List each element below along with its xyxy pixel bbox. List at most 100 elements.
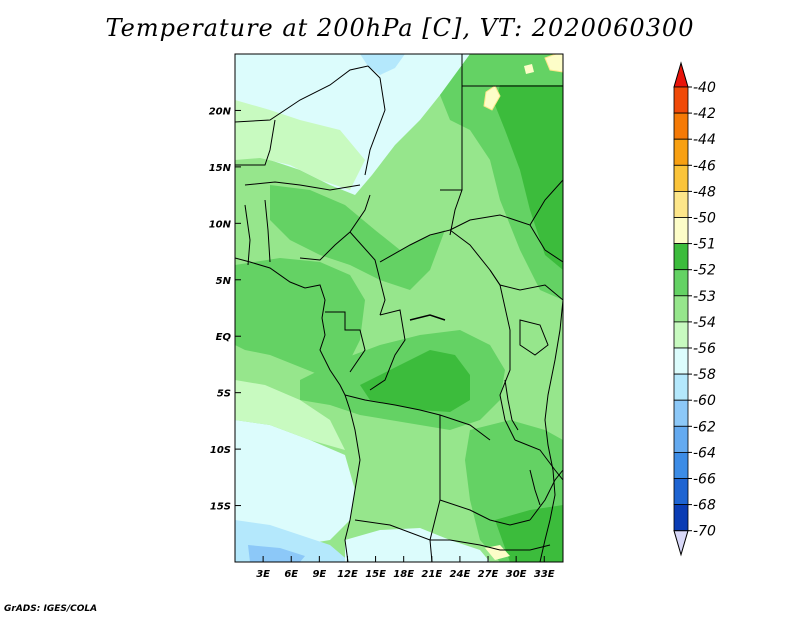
field-yellow-north-3 [524, 64, 534, 74]
colorbar-label: -58 [693, 367, 716, 383]
lat-tick-label: 5N [216, 276, 232, 287]
field-dark-green-congo [360, 350, 470, 412]
lat-tick-label: EQ [216, 332, 232, 343]
border-lake-victoria [519, 319, 549, 356]
colorbar-top-arrow [673, 61, 689, 88]
lon-tick-label: 9E [312, 569, 326, 580]
colorbar-label: -54 [693, 315, 716, 331]
colorbar-label: -46 [693, 158, 716, 174]
field-yellow-north-2 [544, 54, 563, 73]
border-congo-drc [369, 309, 406, 391]
colorbar-label: -40 [693, 80, 716, 96]
colorbar-label: -53 [693, 289, 716, 305]
colorbar-label: -50 [693, 211, 716, 227]
field-yellow-south [485, 545, 510, 560]
colorbar-swatch [673, 373, 689, 401]
colorbar-label: -52 [693, 263, 716, 279]
border-algeria-libya [235, 65, 369, 123]
border-south-africa [449, 539, 551, 551]
border-zambia-south [439, 499, 531, 526]
colorbar-label: -48 [693, 184, 716, 200]
field-yellow-north-1 [483, 85, 501, 111]
colorbar-label: -66 [693, 472, 716, 488]
colorbar-swatch [673, 347, 689, 375]
border-angola-namibia [354, 519, 450, 541]
colorbar-swatch [673, 425, 689, 453]
country-borders [235, 54, 563, 562]
coastline-east-africa [539, 299, 563, 562]
colorbar-swatch [673, 243, 689, 271]
lon-tick-label: 27E [478, 569, 499, 580]
colorbar-swatch [673, 164, 689, 192]
lon-tick-label: 21E [421, 569, 442, 580]
map-title: Temperature at 200hPa [C], VT: 202006030… [105, 14, 695, 42]
field-mid-green-sahel [270, 185, 445, 290]
border-ghana [244, 204, 251, 266]
colorbar-label: -62 [693, 419, 716, 435]
field-mid-green-west [235, 258, 365, 375]
border-angola-drc [344, 394, 491, 441]
lat-tick-label: 15S [210, 502, 231, 513]
colorbar-label: -51 [693, 237, 716, 253]
latitude-axis: 20N 15N 10N 5N EQ 5S 10S 15S [209, 106, 241, 513]
colorbar-swatch [673, 478, 689, 506]
colorbar-label: -64 [693, 445, 716, 461]
colorbar-swatch [673, 217, 689, 245]
lon-tick-label: 15E [365, 569, 386, 580]
border-sudan-south [449, 214, 563, 263]
border-lake-malawi [529, 469, 541, 506]
lat-tick-label: 5S [217, 389, 231, 400]
lat-tick-label: 10N [209, 219, 232, 230]
colorbar-swatch [673, 138, 689, 166]
border-libya-chad-niger [364, 65, 386, 176]
lat-tick-label: 10S [210, 445, 231, 456]
map-frame [234, 53, 564, 563]
field-pale-cyan-south [345, 528, 490, 562]
colorbar-swatch [673, 295, 689, 323]
colorbar-label: -68 [693, 498, 716, 514]
colorbar-swatch [673, 86, 689, 114]
colorbar-swatch [673, 504, 689, 532]
colorbar-bottom-arrow [673, 530, 689, 557]
longitude-axis: 3E 6E 9E 12E 15E 18E 21E 24E 27E 30E 33E [256, 556, 555, 580]
colorbar-swatch [673, 269, 689, 297]
colorbar-label: -44 [693, 132, 716, 148]
colorbar-swatch [673, 112, 689, 140]
lon-tick-label: 33E [534, 569, 555, 580]
border-angola-zambia [429, 415, 441, 541]
colorbar-swatch [673, 451, 689, 479]
field-dark-green-southeast [495, 505, 563, 562]
lon-tick-label: 18E [393, 569, 414, 580]
lon-tick-label: 3E [256, 569, 270, 580]
grads-credit: GrADS: IGES/COLA [4, 604, 98, 614]
field-light-blue-north [360, 54, 405, 75]
field-pale-green-southwest [235, 380, 345, 450]
border-south-sudan-uganda [489, 269, 563, 301]
lon-tick-label: 24E [450, 569, 471, 580]
colorbar-label: -60 [693, 393, 716, 409]
colorbar-swatch [673, 190, 689, 218]
field-dark-green-northeast [495, 85, 563, 270]
colorbar: -40 -42 -44 -46 -48 -50 -51 -52 -53 -54 -56 -58 -60 -… [673, 61, 716, 557]
lon-tick-label: 12E [337, 569, 358, 580]
field-pale-cyan-southwest [235, 420, 355, 545]
border-chad-sudan [440, 189, 463, 236]
border-mozambique [529, 469, 563, 521]
border-ethiopia [529, 179, 563, 226]
border-congo-river [409, 314, 446, 321]
colorbar-label: -56 [693, 341, 716, 357]
colorbar-swatch [673, 399, 689, 427]
colorbar-label: -70 [693, 524, 716, 540]
border-mali-niger [235, 119, 276, 166]
lat-tick-label: 15N [209, 163, 232, 174]
border-gabon-congo [325, 311, 366, 373]
coastline-west-africa [235, 257, 361, 562]
border-lake-tanganyika [504, 379, 519, 431]
field-pale-green-nw [235, 100, 365, 190]
lon-tick-label: 30E [506, 569, 527, 580]
border-benin-togo [264, 199, 271, 263]
temperature-field [235, 54, 563, 562]
border-nigeria-cameroon [299, 194, 371, 261]
colorbar-label: -42 [693, 106, 716, 122]
